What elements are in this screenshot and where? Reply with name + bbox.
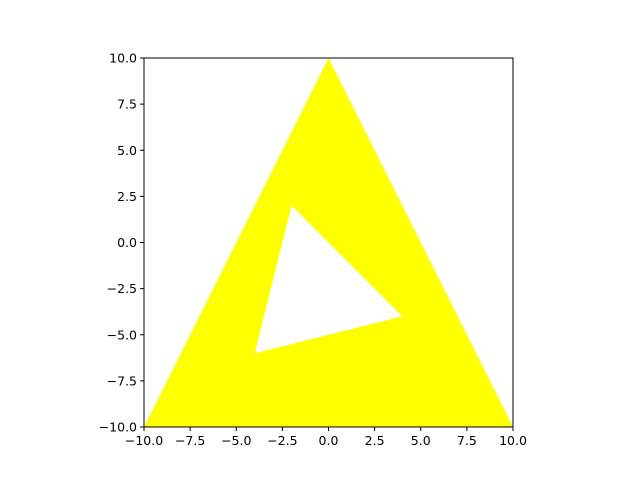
x-tick-label: 5.0 — [411, 433, 431, 448]
y-tick-label: 7.5 — [117, 97, 137, 112]
x-tick-label: −10.0 — [125, 433, 163, 448]
y-tick-label: 5.0 — [117, 143, 137, 158]
y-tick-label: −2.5 — [107, 281, 137, 296]
x-tick-label: −7.5 — [175, 433, 205, 448]
x-tick-label: 7.5 — [457, 433, 477, 448]
x-tick-label: −5.0 — [221, 433, 251, 448]
x-tick-label: 10.0 — [499, 433, 527, 448]
y-tick-label: 2.5 — [117, 189, 137, 204]
x-tick-label: 0.0 — [319, 433, 339, 448]
x-tick-label: −2.5 — [267, 433, 297, 448]
x-axis: −10.0 −7.5 −5.0 −2.5 0.0 2.5 5.0 7.5 10.0 — [125, 427, 527, 448]
y-tick-label: −7.5 — [107, 373, 137, 388]
x-tick-label: 2.5 — [365, 433, 385, 448]
y-tick-label: −10.0 — [99, 420, 137, 435]
y-tick-label: 0.0 — [117, 235, 137, 250]
y-tick-label: −5.0 — [107, 327, 137, 342]
y-axis: −10.0 −7.5 −5.0 −2.5 0.0 2.5 5.0 7.5 10.0 — [99, 51, 144, 435]
y-tick-label: 10.0 — [109, 51, 137, 66]
yellow-triangle-with-hole — [144, 58, 513, 427]
